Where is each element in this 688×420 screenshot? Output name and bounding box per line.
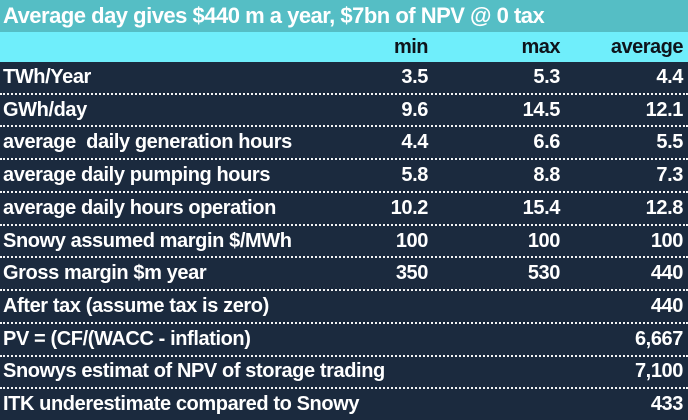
cell-label: Snowys estimat of NPV of storage trading [3, 360, 385, 383]
cell-average: 433 [650, 393, 684, 416]
cell-min: 4.4 [401, 131, 428, 154]
cell-label: TWh/Year [3, 65, 91, 88]
cell-average: 100 [650, 229, 684, 252]
table-row: ITK underestimate compared to Snowy 433 [0, 387, 688, 420]
cell-max: 15.4 [522, 196, 561, 219]
cell-min: 3.5 [401, 65, 428, 88]
cell-average: 7,100 [634, 360, 683, 383]
cell-max: 6.6 [533, 131, 560, 154]
cell-average: 5.5 [656, 131, 683, 154]
table-header: min max average [0, 32, 688, 62]
cell-min: 9.6 [401, 98, 428, 121]
table-row: average daily pumping hours 5.8 8.8 7.3 [0, 158, 688, 191]
cell-label: Gross margin $m year [3, 262, 207, 285]
table-row: PV = (CF/(WACC - inflation) 6,667 [0, 321, 688, 355]
cell-average: 12.1 [645, 98, 684, 121]
table-row: After tax (assume tax is zero) 440 [0, 289, 688, 322]
cell-max: 100 [527, 229, 561, 252]
cell-average: 440 [650, 295, 684, 317]
cell-min: 350 [395, 262, 429, 285]
column-header-max: max [521, 35, 560, 58]
table-row: GWh/day 9.6 14.5 12.1 [0, 92, 688, 126]
cell-min: 100 [395, 229, 429, 252]
table-row: Gross margin $m year 350 530 440 [0, 256, 688, 289]
cell-label: ITK underestimate compared to Snowy [3, 393, 360, 416]
cell-min: 5.8 [401, 164, 428, 187]
cell-label: average daily generation hours [3, 131, 292, 154]
table-body: TWh/Year 3.5 5.3 4.4 GWh/day 9.6 14.5 12.1 avera… [0, 62, 688, 420]
cell-average: 6,667 [634, 327, 683, 350]
cell-label: After tax (assume tax is zero) [3, 295, 269, 317]
cell-min: 10.2 [390, 196, 429, 219]
table-row: TWh/Year 3.5 5.3 4.4 [0, 62, 688, 93]
cell-max: 5.3 [533, 65, 560, 88]
table-row: average daily generation hours 4.4 6.6 5.5 [0, 125, 688, 158]
cell-average: 12.8 [645, 196, 684, 219]
cell-label: Snowy assumed margin $/MWh [3, 229, 292, 252]
cell-max: 530 [527, 262, 561, 285]
cell-max: 8.8 [533, 164, 560, 187]
cell-label: PV = (CF/(WACC - inflation) [3, 327, 251, 350]
column-header-min: min [393, 35, 429, 58]
cell-label: average daily pumping hours [3, 164, 271, 187]
table-row: Snowy assumed margin $/MWh 100 100 100 [0, 223, 688, 257]
cell-average: 7.3 [656, 164, 683, 187]
cell-average: 440 [650, 262, 684, 285]
page-title: Average day gives $440 m a year, $7bn of… [0, 0, 688, 32]
table-row: Snowys estimat of NPV of storage trading… [0, 354, 688, 388]
cell-label: average daily hours operation [3, 196, 276, 219]
column-header-average: average [610, 35, 684, 58]
cell-label: GWh/day [3, 98, 87, 121]
table-row: average daily hours operation 10.2 15.4 12.… [0, 190, 688, 224]
cell-max: 14.5 [522, 98, 561, 121]
cell-average: 4.4 [656, 65, 683, 88]
